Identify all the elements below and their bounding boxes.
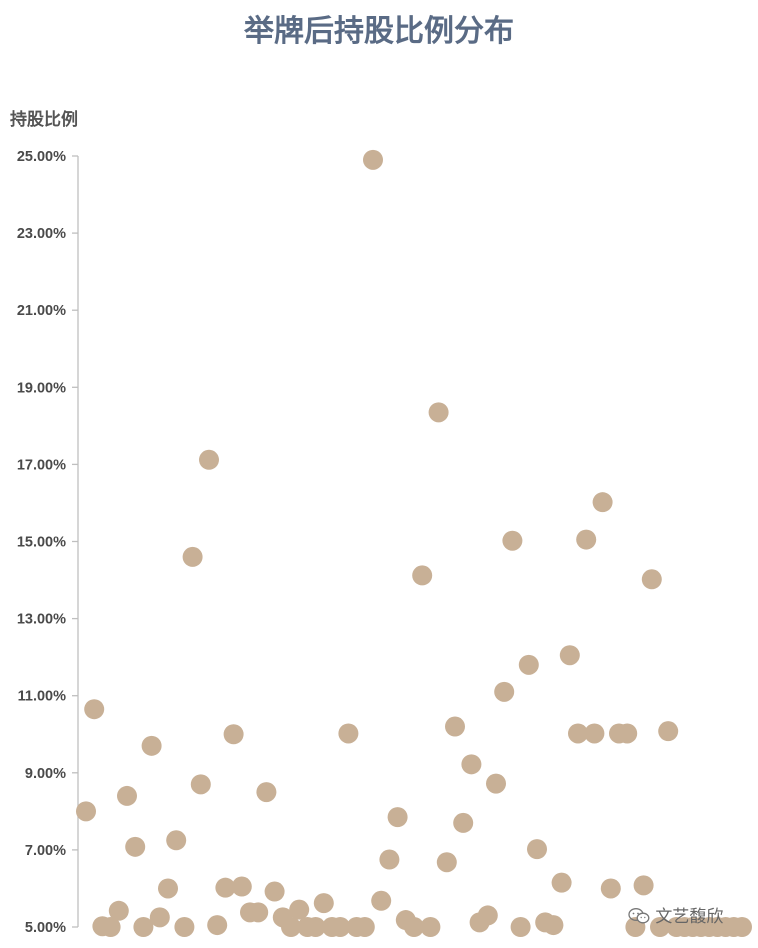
y-axis-ticks: 5.00% 7.00% 9.00% 11.00% 13.00% 15.00% 17.00% 1… [17,149,78,936]
data-point [428,402,449,423]
data-point [527,839,547,860]
data-point [354,917,375,937]
y-tick-label: 23.00% [17,226,66,242]
y-tick-label: 25.00% [17,149,66,165]
data-point [494,681,515,702]
chart-title: 举牌后持股比例分布 [244,14,514,49]
data-point [108,900,129,921]
data-point [559,645,580,666]
watermark-text: 文艺馥欣 [655,907,724,927]
data-point [584,723,605,744]
data-point [76,801,96,822]
data-point [256,782,277,803]
y-tick-label: 15.00% [17,535,66,551]
y-tick-label: 13.00% [17,612,66,628]
data-point [633,875,654,896]
data-point [125,836,146,857]
data-point [338,723,359,744]
data-point [133,917,154,937]
data-point [190,774,211,795]
data-point [502,530,523,551]
data-point [412,565,433,586]
data-point [149,907,170,928]
data-point [371,890,392,911]
data-point [600,878,621,899]
data-point [117,785,137,806]
data-point [166,830,187,851]
data-point [658,721,679,742]
data-point [436,852,457,873]
data-point [486,773,506,794]
data-point [313,893,334,914]
data-point [445,716,465,737]
wechat-icon [628,907,655,927]
watermark: 文艺馥欣 [628,902,723,927]
data-point [387,807,408,828]
data-point [404,917,424,937]
y-tick-label: 11.00% [18,689,66,705]
y-tick-label: 7.00% [25,843,66,859]
data-point [568,723,588,744]
data-point [289,899,310,920]
y-tick-label: 17.00% [17,457,66,473]
data-point [461,754,482,775]
data-point [223,724,244,745]
data-point [264,881,285,902]
data-point [576,529,597,550]
data-point [158,878,178,899]
data-point [305,917,326,937]
data-point [281,917,301,937]
data-point [379,849,400,870]
data-point [330,917,351,937]
data-point [248,902,269,923]
data-point [510,917,531,937]
y-tick-label: 21.00% [17,303,66,319]
data-point [141,735,162,756]
data-point [453,812,474,833]
data-point [363,149,383,170]
data-point [650,917,670,937]
data-point [100,917,121,937]
data-point [207,915,228,936]
data-point [231,876,252,897]
data-point [420,917,441,937]
y-tick-label: 19.00% [17,380,66,396]
data-point [199,449,219,470]
y-axis-label: 持股比例 [10,110,78,130]
data-point [551,872,572,893]
y-tick-label: 9.00% [25,766,66,782]
data-point [617,723,638,744]
data-point [543,915,564,936]
data-point [182,546,203,567]
data-point [732,917,752,937]
data-point [477,905,498,926]
y-tick-label: 5.00% [25,920,66,936]
data-point [174,917,195,937]
data-points [76,149,752,937]
data-point [641,569,662,590]
data-point [215,877,236,898]
data-point [592,492,613,513]
data-point [518,654,539,675]
data-point [84,699,105,720]
